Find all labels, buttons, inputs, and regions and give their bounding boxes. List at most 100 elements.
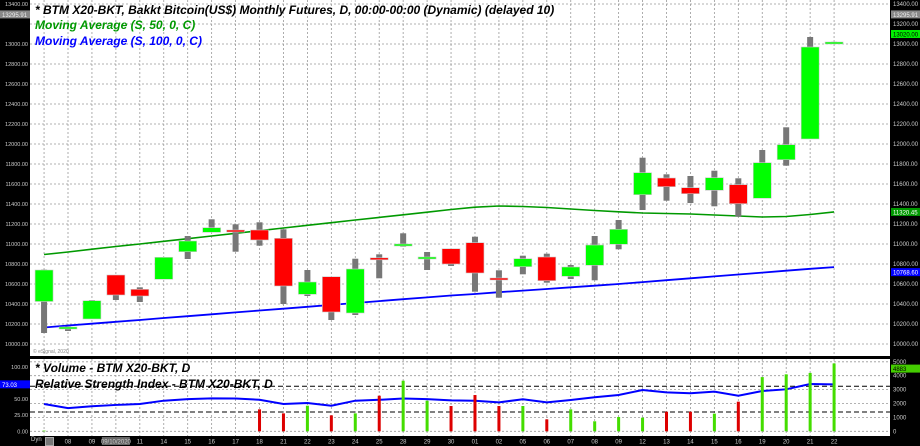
x-axis-date-label: 02	[496, 440, 503, 446]
x-axis-date-label: 23	[328, 440, 335, 446]
price-tick-label: 12800.00	[893, 62, 919, 68]
candle-body[interactable]	[345, 268, 365, 314]
candle-body[interactable]	[154, 256, 174, 280]
candle-body[interactable]	[537, 256, 557, 282]
candle-body[interactable]	[633, 172, 652, 195]
x-axis-date-label: 08	[65, 440, 72, 446]
volume-tick-label: 2000	[893, 402, 907, 408]
ma100-legend[interactable]: Moving Average (S, 100, 0, C)	[35, 34, 202, 48]
candle-body[interactable]	[369, 257, 389, 261]
candle-body[interactable]	[202, 227, 221, 233]
left-price-tick-label: 10400.00	[5, 302, 28, 308]
x-axis-date-label: 21	[280, 440, 287, 446]
volume-bar	[593, 421, 597, 432]
candle-body[interactable]	[417, 256, 437, 260]
x-axis-date-label: 16	[208, 440, 215, 446]
ma50-legend[interactable]: Moving Average (S, 50, 0, C)	[35, 18, 196, 32]
price-tick-label: 11400.00	[893, 202, 918, 208]
volume-bar	[641, 417, 645, 432]
left-price-tick-label: 12200.00	[5, 122, 28, 128]
left-price-tick-label: 12800.00	[5, 62, 28, 68]
x-axis-date-label: 25	[376, 440, 383, 446]
candle-body[interactable]	[298, 281, 317, 295]
candle-body[interactable]	[561, 266, 581, 277]
candle-body[interactable]	[489, 277, 509, 281]
candle-body[interactable]	[393, 243, 413, 247]
volume-legend[interactable]: * Volume - BTM X20-BKT, D	[35, 361, 191, 375]
candle-body[interactable]	[58, 326, 78, 330]
price-tick-label: 13000.00	[893, 42, 919, 48]
candle-body[interactable]	[322, 276, 341, 313]
candle-body[interactable]	[681, 187, 700, 194]
rsi-line[interactable]	[43, 382, 835, 410]
left-price-tick-label: 11600.00	[5, 182, 28, 188]
candle-body[interactable]	[752, 162, 772, 199]
volume-bar	[449, 406, 453, 432]
rsi-value-tag-bg	[0, 380, 30, 389]
candle-body[interactable]	[705, 177, 724, 191]
candle-body[interactable]	[609, 229, 628, 245]
candle-body[interactable]	[441, 248, 461, 265]
x-axis-date-label: 15	[711, 440, 718, 446]
ma50-line[interactable]	[43, 205, 835, 256]
x-axis-date-label: 21	[807, 440, 814, 446]
price-pane[interactable]	[30, 0, 890, 356]
x-axis-date-label: 09	[615, 440, 622, 446]
copyright-text: © eSignal, 2020	[33, 349, 69, 355]
price-tick-label: 11000.00	[893, 242, 918, 248]
candle-body[interactable]	[657, 177, 676, 187]
x-axis-date-label: 09/10/2020	[101, 440, 132, 446]
volume-bar	[665, 411, 668, 432]
candle-body[interactable]	[130, 288, 150, 297]
candle-body[interactable]	[106, 274, 126, 296]
candle-wick	[208, 219, 215, 233]
left-price-tick-label: 10800.00	[5, 262, 28, 268]
volume-bar	[425, 400, 429, 432]
x-axis-mode[interactable]: Dyn	[31, 437, 42, 443]
x-axis-date-label: 24	[352, 440, 359, 446]
candle-body[interactable]	[226, 229, 245, 233]
candle-body[interactable]	[729, 184, 748, 204]
candle-body[interactable]	[250, 229, 269, 241]
rsi-tick-label: 100.00	[11, 365, 28, 371]
ma100-line[interactable]	[43, 266, 835, 329]
volume-bar	[353, 413, 357, 432]
left-price-tick-label: 11800.00	[5, 162, 28, 168]
candle-body[interactable]	[178, 240, 197, 252]
price-tick-label: 10200.00	[893, 322, 919, 328]
close-price-tag-bg	[891, 30, 920, 38]
x-axis-settings-icon[interactable]	[45, 437, 54, 446]
last-price-tag: 13295.91	[893, 13, 919, 19]
x-axis-date-label: 16	[735, 440, 742, 446]
left-last-price-tag: 13295.91	[2, 13, 28, 19]
volume-bar	[305, 405, 309, 432]
volume-bar	[736, 401, 740, 432]
price-tick-label: 11800.00	[893, 162, 918, 168]
lower-pane[interactable]	[30, 359, 890, 436]
volume-bar	[760, 377, 764, 432]
candle-body[interactable]	[274, 238, 293, 287]
left-price-tick-label: 10200.00	[5, 322, 28, 328]
volume-value-tag-bg	[891, 364, 920, 373]
candle-body[interactable]	[585, 244, 604, 266]
candle-body[interactable]	[82, 300, 102, 320]
candle-body[interactable]	[465, 242, 485, 274]
rsi-legend[interactable]: Relative Strength Index - BTM X20-BKT, D	[35, 377, 273, 391]
rsi-value-tag: 73.03	[2, 383, 18, 389]
candle-body[interactable]	[824, 41, 844, 45]
left-price-tick-label: 10600.00	[5, 282, 28, 288]
candle-body[interactable]	[34, 269, 54, 302]
x-axis-date-label: 20	[783, 440, 790, 446]
candle-wick	[400, 233, 407, 247]
candle-body[interactable]	[800, 46, 820, 140]
candle-body[interactable]	[513, 258, 533, 268]
volume-tick-label: 3000	[893, 388, 907, 394]
x-axis-date-label: 14	[687, 440, 694, 446]
price-tick-label: 12400.00	[893, 102, 919, 108]
candle-body[interactable]	[776, 144, 796, 160]
volume-bar	[497, 406, 501, 432]
candle-wick	[376, 254, 383, 279]
left-price-tick-label: 11000.00	[5, 242, 28, 248]
volume-bar	[569, 409, 573, 432]
